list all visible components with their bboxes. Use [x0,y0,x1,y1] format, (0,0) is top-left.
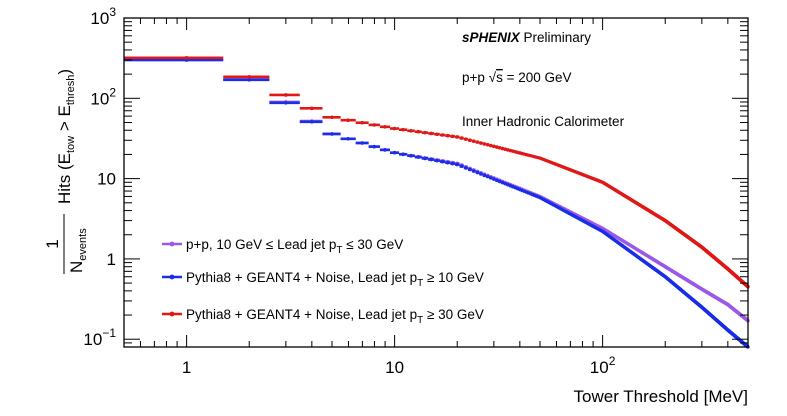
y-axis-fraction-denominator: Nevents [67,228,89,273]
data-point-marker [330,115,334,120]
legend-entry: Pythia8 + GEANT4 + Noise, Lead jet pT ≥ … [186,307,484,326]
y-axis-title: 1 Nevents Hits (Etow > Ethresh) [43,69,89,274]
data-point-marker [492,177,496,181]
data-point-marker [485,142,490,147]
data-point-marker [310,106,314,111]
data-point-marker [392,150,397,155]
legend-marker [169,241,175,247]
data-point-marker [310,119,314,124]
data-point-marker [459,164,464,169]
data-point-marker [247,77,252,82]
x-tick-label: 102 [590,354,616,377]
legend-marker [169,274,175,280]
data-point-marker [500,180,505,185]
y-tick-label: 1 [107,250,116,269]
data-point-marker [482,173,487,178]
data-point-marker [423,130,427,135]
experiment-label: sPHENIX Preliminary [462,30,591,45]
y-tick-label: 102 [90,85,116,108]
data-point-marker [479,141,483,145]
data-point-marker [471,139,476,143]
legend: p+p, 10 GeV ≤ Lead jet pT ≤ 30 GeV Pythia… [162,237,484,326]
data-point-marker [392,126,397,131]
data-point-marker [429,157,433,162]
legend-entry: Pythia8 + GEANT4 + Noise, Lead jet pT ≥ … [186,270,484,289]
data-point-marker [423,156,427,161]
data-point-marker [401,152,405,157]
legend-marker [169,311,175,317]
data-point-marker [184,55,189,60]
data-point-marker [450,161,455,166]
axis-ticks: 1 10 102 10−1 1 10 102 103 [83,5,749,377]
data-point-marker [416,155,421,159]
data-point-marker [435,132,439,137]
data-point-marker [440,133,445,137]
data-point-marker [468,167,472,172]
x-axis-title: Tower Threshold [MeV] [574,387,748,406]
data-point-marker [459,136,464,140]
data-point-marker [440,159,445,164]
data-point-marker [500,146,505,151]
data-point-marker [450,134,455,139]
y-axis-fraction-numerator: 1 [43,239,62,248]
y-tick-label: 10−1 [83,326,116,349]
data-point-marker [492,144,496,149]
data-point-marker [284,100,288,105]
data-point-marker [435,158,439,163]
data-point-marker [330,132,334,136]
x-tick-label: 1 [182,358,191,377]
data-point-marker [284,93,288,97]
legend-entry: p+p, 10 GeV ≤ Lead jet pT ≤ 30 GeV [186,237,403,256]
series-2 [124,55,750,289]
data-point-marker [497,179,502,184]
data-point-marker [445,133,450,138]
data-point-marker [455,135,460,139]
data-point-marker [475,140,480,144]
plot-frame [123,17,749,348]
data-point-marker [488,143,493,148]
data-point-marker [409,154,413,158]
data-point-marker [360,120,364,125]
data-point-marker [497,146,502,150]
data-point-marker [372,144,377,149]
data-point-marker [445,160,450,165]
data-point-marker [429,131,433,136]
y-tick-label: 103 [90,5,116,28]
data-point-marker [401,127,405,132]
data-point-marker [346,118,350,123]
x-tick-label: 10 [385,358,404,377]
data-point-marker [495,178,499,183]
data-point-marker [383,125,387,129]
data-point-marker [482,142,487,146]
data-point-marker [464,166,468,170]
data-point-marker [383,148,387,152]
data-point-marker [464,137,468,141]
y-tick-label: 10 [97,170,116,189]
collision-label: p+p √s = 200 GeV [462,70,572,85]
y-axis-title-main: Hits (Etow > Ethresh) [55,69,77,204]
data-point-marker [475,170,480,175]
data-point-marker [468,138,472,142]
data-point-marker [372,123,377,127]
data-point-marker [409,128,413,133]
annotations: sPHENIX Preliminary p+p √s = 200 GeV Inn… [462,30,625,129]
data-point-marker [247,75,252,79]
data-point-marker [485,174,490,179]
data-point-marker [471,169,476,173]
data-point-marker [360,141,364,145]
series-1 [124,58,750,349]
data-point-marker [455,162,460,167]
data-marks [124,55,750,349]
detector-label: Inner Hadronic Calorimeter [462,114,625,129]
data-point-marker [488,176,493,180]
data-point-marker [479,172,483,176]
data-point-marker [495,145,499,149]
data-point-marker [416,129,421,134]
data-point-marker [346,136,350,141]
